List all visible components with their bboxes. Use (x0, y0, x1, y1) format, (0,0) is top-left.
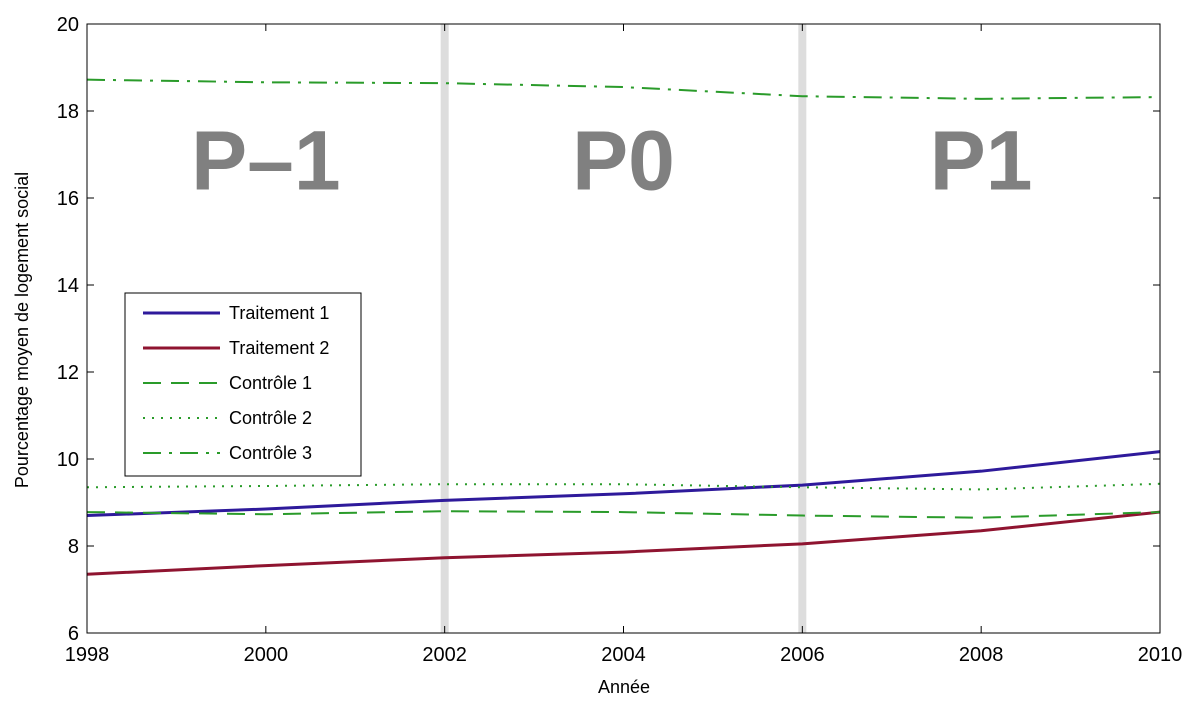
y-tick-label: 18 (57, 101, 79, 123)
x-tick-label: 1998 (65, 644, 110, 666)
y-axis-title: Pourcentage moyen de logement social (12, 172, 32, 488)
series-line (86, 450, 1161, 518)
x-tick-label: 2002 (422, 644, 467, 666)
legend-label: Traitement 1 (229, 303, 329, 323)
series-lines (86, 78, 1161, 576)
period-label: P1 (930, 113, 1033, 207)
legend-label: Traitement 2 (229, 338, 329, 358)
legend-label: Contrôle 3 (229, 443, 312, 463)
y-tick-label: 6 (68, 623, 79, 645)
legend-label: Contrôle 1 (229, 373, 312, 393)
y-tick-label: 14 (57, 275, 79, 297)
legend-label: Contrôle 2 (229, 408, 312, 428)
y-tick-label: 8 (68, 536, 79, 558)
x-tick-label: 2010 (1138, 644, 1183, 666)
x-tick-label: 2004 (601, 644, 646, 666)
period-label: P0 (572, 113, 675, 207)
series-line (86, 510, 1161, 519)
period-labels: P–1 P0 P1 (191, 113, 1032, 207)
legend-box (124, 292, 362, 477)
y-tick-label: 16 (57, 188, 79, 210)
y-tick-label: 12 (57, 362, 79, 384)
x-axis-title: Année (598, 677, 650, 697)
axes: 1998 2000 2002 2004 2006 2008 2010 6 8 10 12 14 16 18… (57, 14, 1183, 666)
x-tick-label: 2006 (780, 644, 825, 666)
legend: Traitement 1 Traitement 2 Contrôle 1 Contrô… (124, 292, 362, 477)
x-tick-label: 2000 (244, 644, 289, 666)
period-label: P–1 (191, 113, 340, 207)
y-tick-label: 20 (57, 14, 79, 36)
series-line (86, 510, 1161, 576)
y-tick-label: 10 (57, 449, 79, 471)
series-line (86, 78, 1161, 100)
x-tick-label: 2008 (959, 644, 1004, 666)
